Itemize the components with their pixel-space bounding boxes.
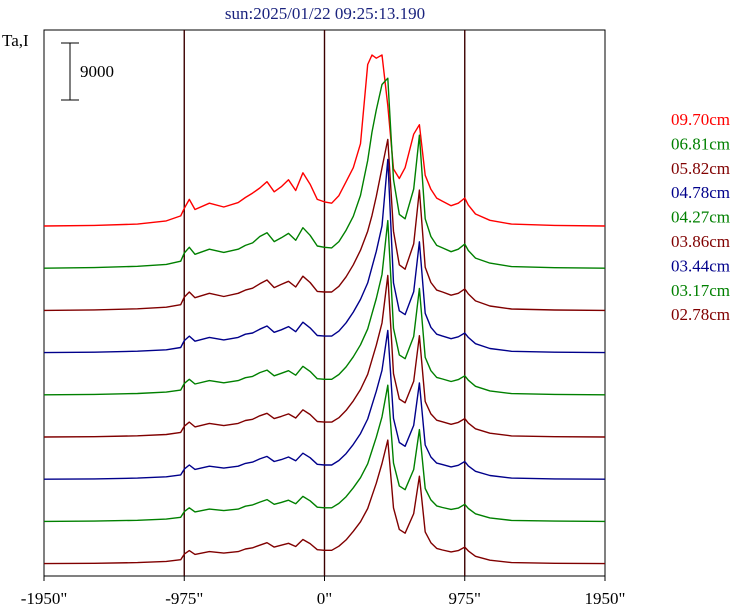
- chart-title: sun:2025/01/22 09:25:13.190: [225, 4, 425, 23]
- legend-entry-1: 06.81cm: [671, 134, 730, 153]
- legend-entry-7: 03.17cm: [671, 281, 730, 300]
- series-line-0: [43, 54, 606, 227]
- series-line-4: [43, 219, 606, 396]
- series-line-6: [43, 329, 606, 480]
- legend-entry-3: 04.78cm: [671, 183, 730, 202]
- series-line-8: [43, 439, 606, 565]
- x-tick-label-0: -1950": [21, 589, 68, 608]
- series-line-3: [43, 158, 606, 354]
- x-tick-label-2: 0": [317, 589, 332, 608]
- x-tick-label-4: 1950": [585, 589, 626, 608]
- legend: 09.70cm 06.81cm 05.82cm 04.78cm 04.27cm 03.86…: [671, 110, 730, 324]
- scale-bar-label: 9000: [80, 62, 114, 81]
- x-tick-label-3: 975": [449, 589, 481, 608]
- x-axis-ticks: -1950" -975" 0" 975" 1950": [21, 576, 626, 608]
- legend-entry-8: 02.78cm: [671, 305, 730, 324]
- x-tick-label-1: -975": [165, 589, 203, 608]
- legend-entry-4: 04.27cm: [671, 208, 730, 227]
- y-axis-label: Ta,I: [2, 31, 29, 50]
- scale-bar: 9000: [61, 42, 114, 101]
- legend-entry-6: 03.44cm: [671, 256, 730, 275]
- legend-entry-2: 05.82cm: [671, 159, 730, 178]
- series-line-2: [43, 138, 606, 312]
- legend-entry-0: 09.70cm: [671, 110, 730, 129]
- series-line-7: [43, 384, 606, 523]
- series-line-5: [43, 274, 606, 438]
- legend-entry-5: 03.86cm: [671, 232, 730, 251]
- series-layer: [43, 54, 606, 565]
- series-line-1: [43, 77, 606, 269]
- reference-lines: [183, 30, 466, 576]
